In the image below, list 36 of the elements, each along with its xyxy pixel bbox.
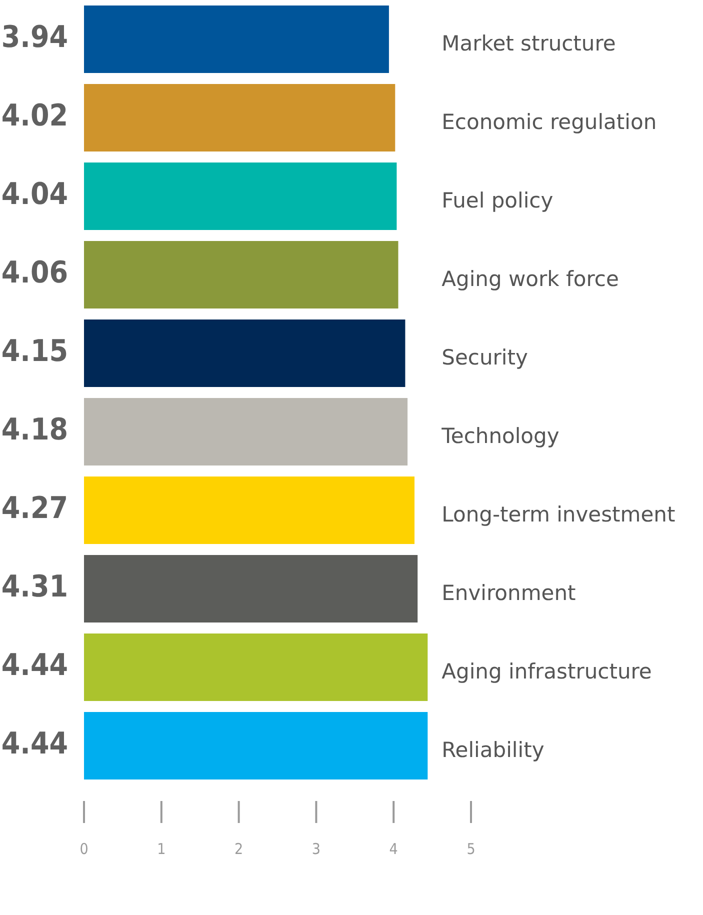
y-tick-label: Technology: [440, 424, 560, 448]
x-tick-label: 4: [389, 840, 398, 858]
y-tick-label: Fuel policy: [442, 188, 554, 213]
y-tick-label: Aging work force: [442, 267, 619, 292]
data-label: 4.06: [1, 256, 68, 291]
data-label: 4.04: [1, 177, 68, 212]
y-tick-label: Market structure: [442, 32, 616, 56]
bar: [84, 84, 396, 152]
data-label: 3.94: [1, 20, 68, 56]
data-label: 4.15: [1, 334, 68, 370]
data-label: 4.18: [1, 412, 68, 448]
bar: [84, 398, 408, 466]
bar: [84, 162, 397, 230]
y-tick-label: Aging infrastructure: [442, 660, 652, 684]
data-label: 4.44: [1, 648, 68, 684]
bar: [84, 5, 389, 74]
y-tick-label: Economic regulation: [442, 110, 657, 134]
bar: [84, 476, 414, 544]
bar: [84, 554, 418, 623]
bar: [84, 712, 428, 780]
x-tick-label: 1: [157, 840, 166, 858]
bar: [84, 319, 406, 388]
x-tick-label: 5: [466, 840, 476, 858]
bar: [84, 240, 398, 309]
y-tick-label: Reliability: [442, 738, 544, 762]
data-label: 4.31: [1, 570, 68, 605]
x-tick-label: 0: [80, 840, 88, 858]
y-tick-label: Environment: [442, 581, 576, 606]
x-tick-label: 3: [312, 840, 320, 858]
bar: [84, 633, 428, 702]
data-label: 4.44: [1, 726, 68, 762]
x-tick-label: 2: [234, 840, 244, 858]
data-label: 4.27: [1, 491, 68, 526]
y-tick-label: Security: [442, 346, 528, 370]
y-tick-label: Long-term investment: [442, 502, 676, 527]
data-label: 4.02: [1, 98, 68, 134]
